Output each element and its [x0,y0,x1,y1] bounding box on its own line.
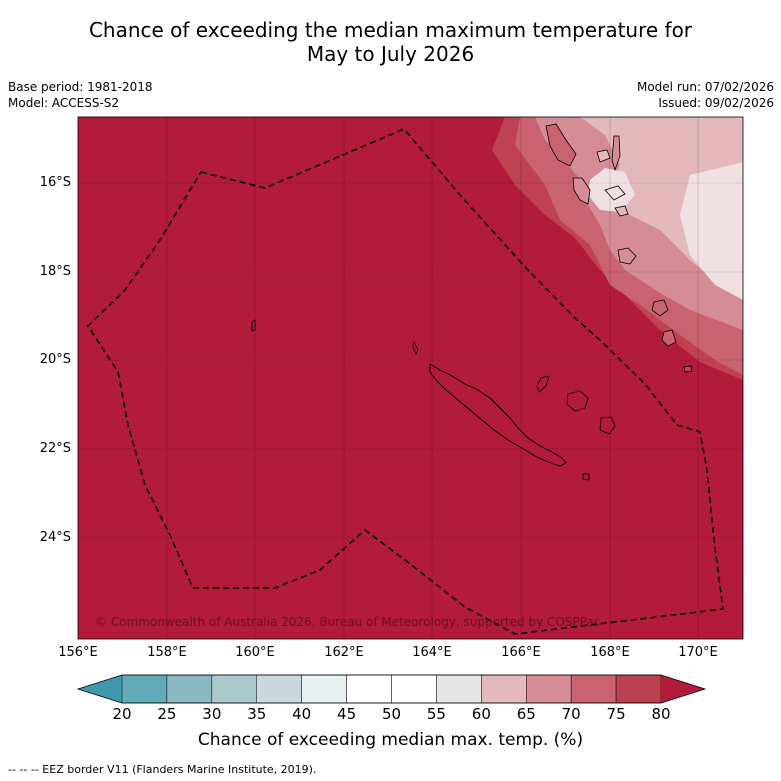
title-line-2: May to July 2026 [306,42,475,66]
walpole-island [582,473,590,481]
lon-label-162e: 162°E [324,645,364,660]
malakula-island [572,177,591,205]
colorbar-low-arrow [78,675,122,703]
colorbar-cell [570,674,617,704]
pentecost-island [611,135,621,172]
ambrym-island [604,185,626,201]
espiritu-santo-island [545,123,577,167]
lon-label-158e: 158°E [147,645,187,660]
colorbar-tick-label: 30 [202,705,222,723]
colorbar-cell [256,674,302,704]
colorbar-tick-label: 40 [292,705,312,723]
tanna-island [661,329,677,347]
lon-label-170e: 170°E [678,645,718,660]
epi-island [614,205,629,217]
colorbar-cell [615,674,662,704]
issued-date: Issued: 09/02/2026 [658,96,774,110]
colorbar-outline [76,674,707,704]
copyright-text: © Commonwealth of Australia 2026, Bureau… [95,615,600,629]
lat-label-16s: 16°S [39,175,71,190]
lon-label-156e: 156°E [58,645,98,660]
eez-border [86,128,724,635]
lon-label-166e: 166°E [501,645,541,660]
colorbar-tick-label: 35 [247,705,267,723]
lon-label-168e: 168°E [590,645,630,660]
colorbar-tick-label: 60 [471,705,491,723]
colorbar-cells [121,674,662,704]
base-period: Base period: 1981-2018 [8,80,153,94]
maewo-island [596,149,611,163]
colorbar-cell [211,674,257,704]
colorbar [76,674,707,704]
colorbar-cell [346,674,392,704]
colorbar-cell [166,674,213,704]
meta-left: Base period: 1981-2018 Model: ACCESS-S2 [8,79,153,111]
colorbar-tick-label: 55 [426,705,446,723]
lat-label-18s: 18°S [39,264,71,279]
lon-label-160e: 160°E [235,645,275,660]
meridians [166,117,699,639]
colorbar-tick-label: 65 [516,705,536,723]
colorbar-cell [436,674,482,704]
colorbar-tick-label: 25 [157,705,177,723]
model-run: Model run: 07/02/2026 [636,80,774,94]
band-top-right [650,117,743,170]
lat-label-24s: 24°S [39,530,71,545]
meta-right: Model run: 07/02/2026 Issued: 09/02/2026 [637,79,774,111]
colorbar-tick-label: 75 [606,705,626,723]
belep-islands [412,340,419,355]
colorbar-high-arrow [661,675,705,703]
band-50-55-east [680,162,743,300]
ouvea-island [536,375,550,393]
colorbar-tick-label: 45 [337,705,357,723]
colorbar-tick-label: 50 [381,705,402,723]
lifou-island [566,390,589,412]
chesterfield-islets [251,319,256,332]
lat-label-22s: 22°S [39,441,71,456]
colorbar-tick-label: 70 [561,705,581,723]
colorbar-cell [391,674,437,704]
aneityum-island [683,365,693,373]
erromango-island [651,299,669,317]
colorbar-cell [526,674,572,704]
eez-legend: -- -- -- EEZ border V11 (Flanders Marine… [8,763,317,776]
new-caledonia-island [429,363,567,467]
lat-label-20s: 20°S [39,352,71,367]
graticule [78,182,743,539]
lon-label-164e: 164°E [412,645,452,660]
map-area: © Commonwealth of Australia 2026, Bureau… [78,117,743,639]
chart-title: Chance of exceeding the median maximum t… [0,18,781,66]
title-line-1: Chance of exceeding the median maximum t… [88,18,693,42]
colorbar-tick-label: 80 [651,705,671,723]
colorbar-title: Chance of exceeding median max. temp. (%… [197,730,584,750]
colorbar-cell [481,674,527,704]
colorbar-cell [301,674,347,704]
colorbar-tick-label: 20 [112,705,132,723]
colorbar-cell [121,674,168,704]
map-frame [77,116,744,640]
mare-island [599,416,616,435]
model-name: Model: ACCESS-S2 [8,96,120,110]
efate-island [617,247,637,265]
